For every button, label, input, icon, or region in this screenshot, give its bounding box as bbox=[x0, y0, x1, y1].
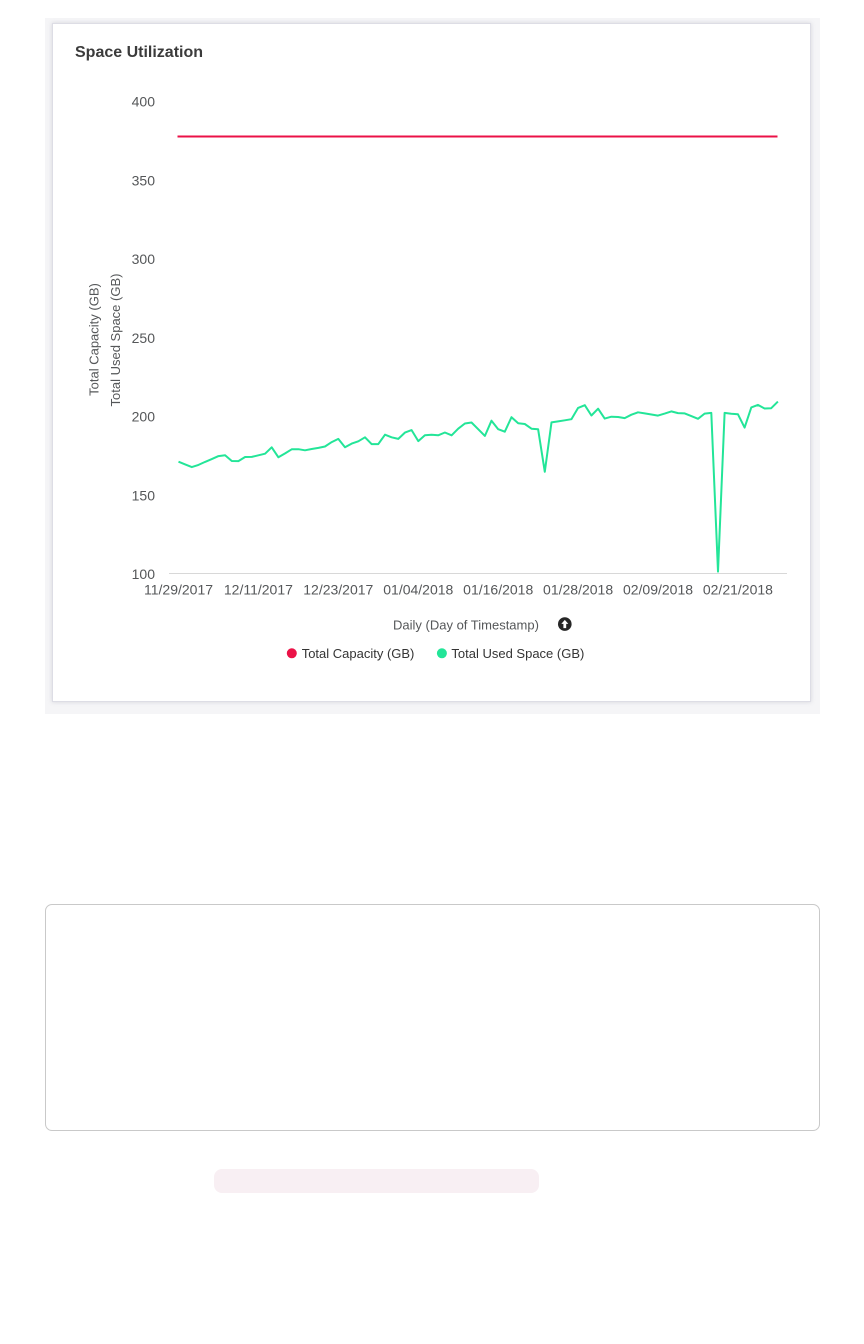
svg-text:01/04/2018: 01/04/2018 bbox=[383, 582, 453, 598]
svg-text:11/29/2017: 11/29/2017 bbox=[144, 582, 213, 598]
svg-text:400: 400 bbox=[132, 94, 156, 110]
svg-text:250: 250 bbox=[132, 330, 156, 346]
svg-text:Total Capacity (GB): Total Capacity (GB) bbox=[302, 646, 415, 661]
svg-text:Total Capacity (GB): Total Capacity (GB) bbox=[87, 283, 102, 396]
svg-text:01/16/2018: 01/16/2018 bbox=[463, 582, 533, 598]
svg-text:300: 300 bbox=[132, 251, 156, 267]
svg-text:Total Used Space (GB): Total Used Space (GB) bbox=[108, 274, 123, 407]
svg-text:150: 150 bbox=[132, 487, 156, 503]
svg-text:02/09/2018: 02/09/2018 bbox=[623, 582, 693, 598]
svg-text:200: 200 bbox=[132, 409, 156, 425]
svg-text:02/21/2018: 02/21/2018 bbox=[703, 582, 773, 598]
svg-text:100: 100 bbox=[132, 566, 156, 582]
svg-text:12/23/2017: 12/23/2017 bbox=[303, 582, 373, 598]
svg-text:01/28/2018: 01/28/2018 bbox=[543, 582, 613, 598]
svg-text:Space Utilization: Space Utilization bbox=[75, 44, 203, 61]
svg-text:12/11/2017: 12/11/2017 bbox=[224, 582, 293, 598]
svg-text:350: 350 bbox=[132, 172, 156, 188]
svg-text:Daily (Day of Timestamp): Daily (Day of Timestamp) bbox=[393, 618, 539, 633]
svg-text:Total Used Space (GB): Total Used Space (GB) bbox=[451, 646, 584, 661]
